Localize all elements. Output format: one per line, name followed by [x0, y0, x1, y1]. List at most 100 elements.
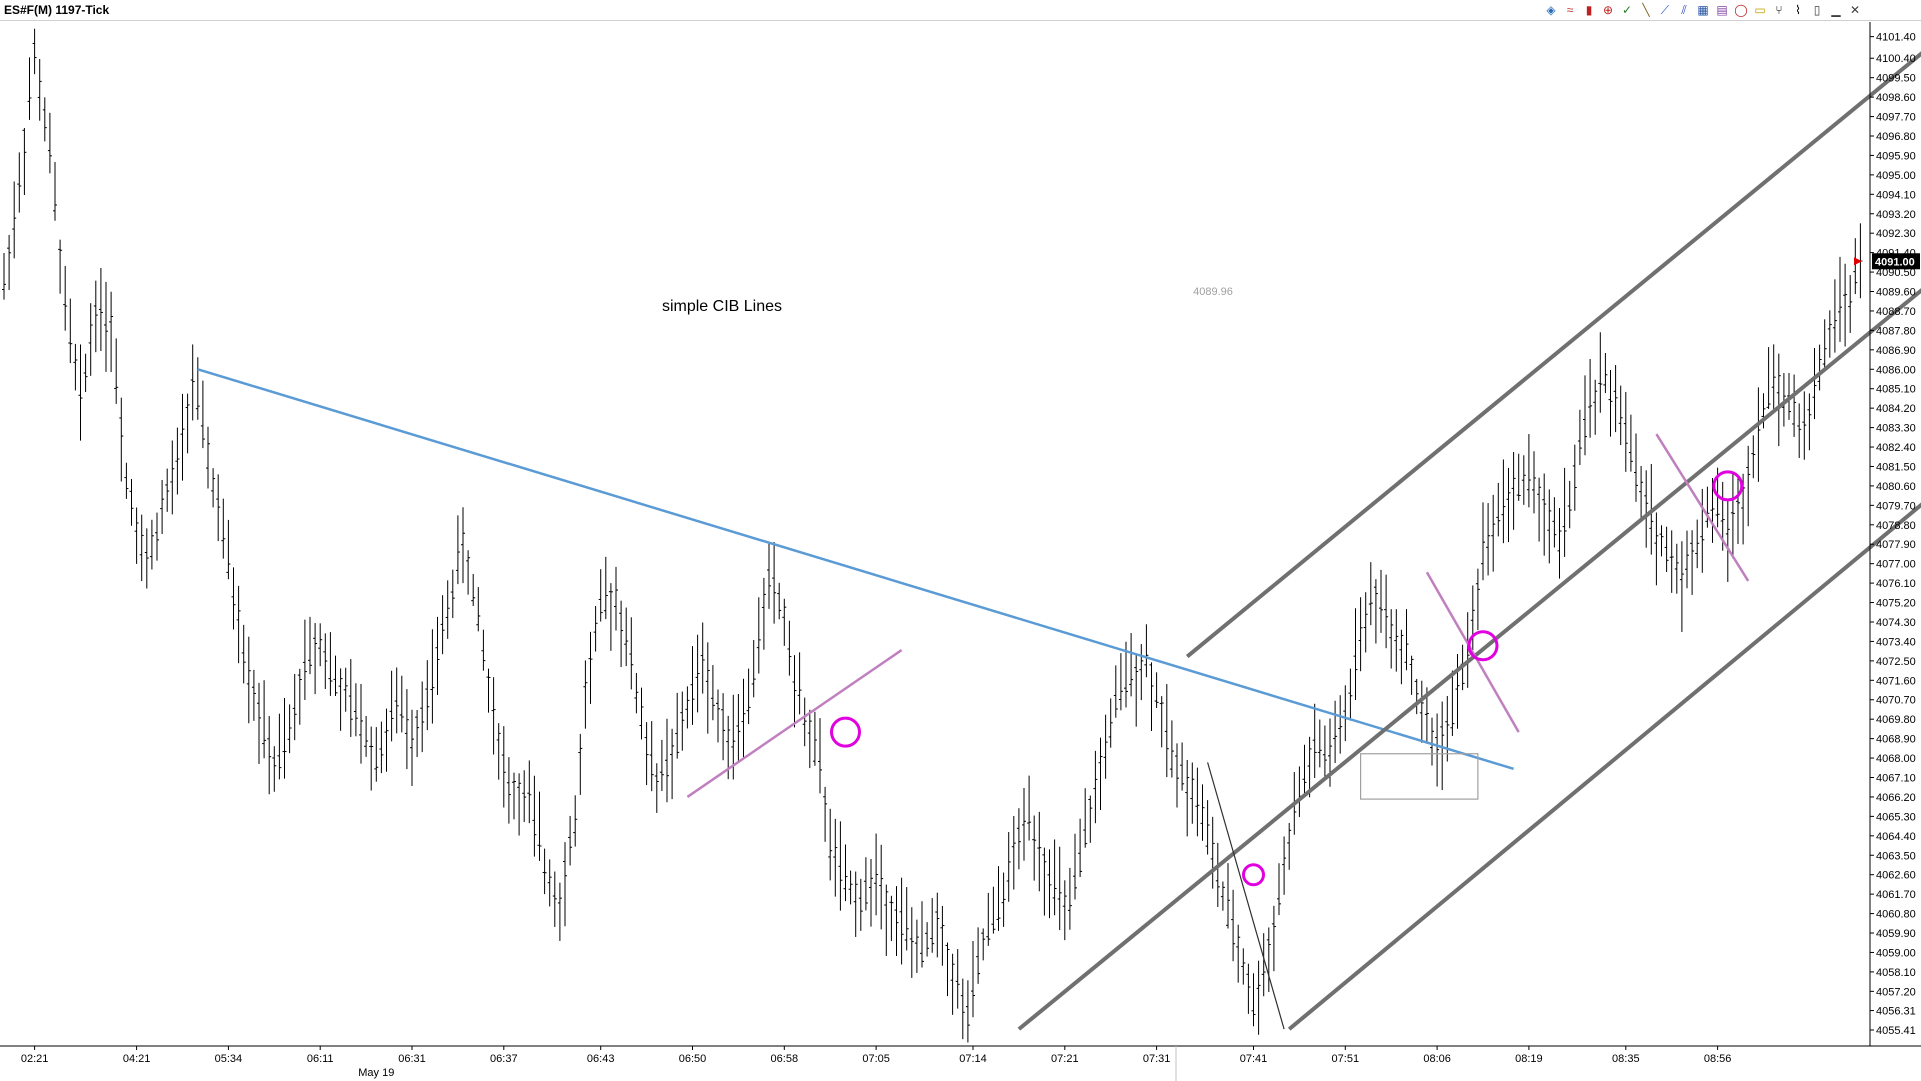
highlight-circle[interactable] — [1712, 470, 1744, 502]
y-tick-label: 4079.70 — [1876, 500, 1916, 512]
y-tick-label: 4074.30 — [1876, 617, 1916, 629]
x-tick-label: 07:41 — [1240, 1053, 1268, 1065]
close-icon[interactable]: ✕ — [1849, 3, 1861, 17]
y-tick-label: 4085.10 — [1876, 384, 1916, 396]
last-price-label: 4091.00 — [1875, 256, 1915, 268]
y-tick-label: 4096.80 — [1876, 131, 1916, 143]
text-tool-icon[interactable]: ▭ — [1754, 3, 1766, 17]
y-tick-label: 4087.80 — [1876, 325, 1916, 337]
last-price-arrow — [1854, 257, 1862, 266]
y-tick-label: 4099.50 — [1876, 73, 1916, 85]
y-tick-label: 4069.80 — [1876, 714, 1916, 726]
x-tick-label: 07:14 — [959, 1053, 987, 1065]
y-tick-label: 4076.10 — [1876, 578, 1916, 590]
line-tool-icon[interactable]: ╲ — [1642, 3, 1650, 17]
y-tick-label: 4077.90 — [1876, 539, 1916, 551]
price-axis: 4101.40 4100.40 4099.50 4098.60 4097.70 4096.… — [0, 22, 1921, 1047]
y-tick-label: 4059.90 — [1876, 928, 1916, 940]
y-tick-label: 4067.10 — [1876, 773, 1916, 785]
y-tick-label: 4095.00 — [1876, 170, 1916, 182]
y-tick-label: 4063.50 — [1876, 850, 1916, 862]
x-tick-label: 08:56 — [1704, 1053, 1732, 1065]
x-tick-label: 06:43 — [587, 1053, 615, 1065]
x-tick-label: 04:21 — [123, 1053, 151, 1065]
y-tick-label: 4095.90 — [1876, 150, 1916, 162]
y-tick-label: 4101.40 — [1876, 32, 1916, 44]
y-tick-label: 4098.60 — [1876, 92, 1916, 104]
gray-box[interactable] — [1359, 753, 1479, 800]
x-tick-label: 08:35 — [1612, 1053, 1640, 1065]
x-tick-label: 06:50 — [679, 1053, 707, 1065]
y-tick-label: 4057.20 — [1876, 986, 1916, 998]
pitchfork-icon[interactable]: ⑂ — [1775, 3, 1783, 17]
thin-diagonal-line[interactable] — [1207, 762, 1285, 1030]
y-tick-label: 4086.90 — [1876, 345, 1916, 357]
annotation-text: simple CIB Lines — [662, 298, 782, 315]
y-tick-label: 4068.00 — [1876, 753, 1916, 765]
price-bars — [2, 28, 1863, 1043]
y-tick-label: 4088.70 — [1876, 306, 1916, 318]
bollinger-icon[interactable]: ≈ — [1566, 3, 1574, 17]
y-tick-label: 4093.20 — [1876, 209, 1916, 221]
x-tick-label: 06:58 — [771, 1053, 799, 1065]
highlight-circle[interactable] — [1242, 863, 1265, 887]
y-tick-label: 4077.00 — [1876, 559, 1916, 571]
check-icon[interactable]: ✓ — [1621, 3, 1633, 17]
y-tick-label: 4058.10 — [1876, 967, 1916, 979]
channel-middle-line[interactable] — [1017, 253, 1921, 1031]
y-tick-label: 4080.60 — [1876, 481, 1916, 493]
last-price-box — [1872, 253, 1920, 270]
candles-icon[interactable]: ▮ — [1585, 3, 1593, 17]
x-tick-label: 02:21 — [21, 1053, 49, 1065]
channel-upper-line[interactable] — [1185, 37, 1921, 659]
x-tick-label: 08:06 — [1423, 1053, 1451, 1065]
y-tick-label: 4062.60 — [1876, 870, 1916, 882]
y-tick-label: 4092.30 — [1876, 228, 1916, 240]
y-tick-label: 4068.90 — [1876, 734, 1916, 746]
x-tick-label: 08:19 — [1515, 1053, 1543, 1065]
y-tick-label: 4071.60 — [1876, 675, 1916, 687]
y-tick-label: 4064.40 — [1876, 831, 1916, 843]
channel-lower-line[interactable] — [1287, 466, 1921, 1031]
chart-style-icon[interactable]: ◈ — [1546, 3, 1556, 17]
y-tick-label: 4082.40 — [1876, 442, 1916, 454]
grid-icon[interactable]: ▦ — [1697, 3, 1709, 17]
y-tick-label: 4066.20 — [1876, 792, 1916, 804]
x-tick-label: 07:31 — [1143, 1053, 1171, 1065]
y-tick-label: 4086.00 — [1876, 364, 1916, 376]
highlight-circle[interactable] — [830, 716, 861, 748]
x-tick-label: 07:51 — [1332, 1053, 1360, 1065]
highlight-circle[interactable] — [1467, 630, 1499, 662]
y-tick-label: 4060.80 — [1876, 909, 1916, 921]
blue-trendline[interactable] — [197, 368, 1514, 771]
cursor-icon[interactable]: ⊕ — [1602, 3, 1614, 17]
y-tick-label: 4090.50 — [1876, 267, 1916, 279]
fib-icon[interactable]: ▤ — [1716, 3, 1728, 17]
y-tick-label: 4081.50 — [1876, 461, 1916, 473]
channel-tool-icon[interactable]: ⫽ — [1681, 3, 1687, 17]
pink-line[interactable] — [686, 649, 903, 798]
minimize-icon[interactable]: ▁ — [1831, 3, 1841, 17]
y-tick-label: 4055.41 — [1876, 1025, 1916, 1037]
pink-line[interactable] — [1655, 433, 1750, 582]
y-tick-label: 4072.50 — [1876, 656, 1916, 668]
zigzag-icon[interactable]: ⌇ — [1795, 3, 1801, 17]
y-tick-label: 4094.10 — [1876, 189, 1916, 201]
y-tick-label: 4100.40 — [1876, 53, 1916, 65]
circle-icon[interactable]: ◯ — [1734, 3, 1748, 17]
marker-icon[interactable]: ▯ — [1813, 3, 1821, 17]
y-tick-label: 4084.20 — [1876, 403, 1916, 415]
ray-tool-icon[interactable]: ⟋ — [1660, 3, 1670, 17]
chart-drawings — [197, 37, 1921, 1031]
chart-title: ES#F(M) 1197-Tick — [4, 3, 110, 17]
pink-line[interactable] — [1425, 571, 1520, 733]
x-tick-label: 06:11 — [307, 1053, 334, 1065]
y-tick-label: 4056.31 — [1876, 1006, 1916, 1018]
date-label: May 19 — [358, 1067, 394, 1079]
time-axis: 02:21 04:21 05:34 06:11 06:31 06:37 06:43 06:50… — [21, 1046, 1732, 1081]
x-tick-label: 07:05 — [862, 1053, 890, 1065]
y-tick-label: 4078.80 — [1876, 520, 1916, 532]
y-tick-label: 4097.70 — [1876, 112, 1916, 124]
x-tick-label: 07:21 — [1051, 1053, 1079, 1065]
